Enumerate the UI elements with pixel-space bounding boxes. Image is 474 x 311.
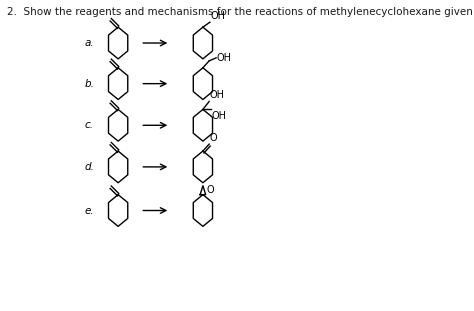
Text: 2.  Show the reagents and mechanisms for the reactions of methylenecyclohexane g: 2. Show the reagents and mechanisms for …	[7, 7, 474, 17]
Text: OH: OH	[210, 90, 225, 100]
Text: a.: a.	[85, 38, 94, 48]
Text: O: O	[210, 133, 218, 143]
Text: b.: b.	[85, 79, 95, 89]
Text: e.: e.	[85, 206, 94, 216]
Text: OH: OH	[212, 111, 227, 121]
Text: OH: OH	[217, 53, 232, 63]
Text: OH: OH	[210, 11, 226, 21]
Text: d.: d.	[85, 162, 95, 172]
Text: O: O	[206, 185, 214, 195]
Text: c.: c.	[85, 120, 94, 130]
